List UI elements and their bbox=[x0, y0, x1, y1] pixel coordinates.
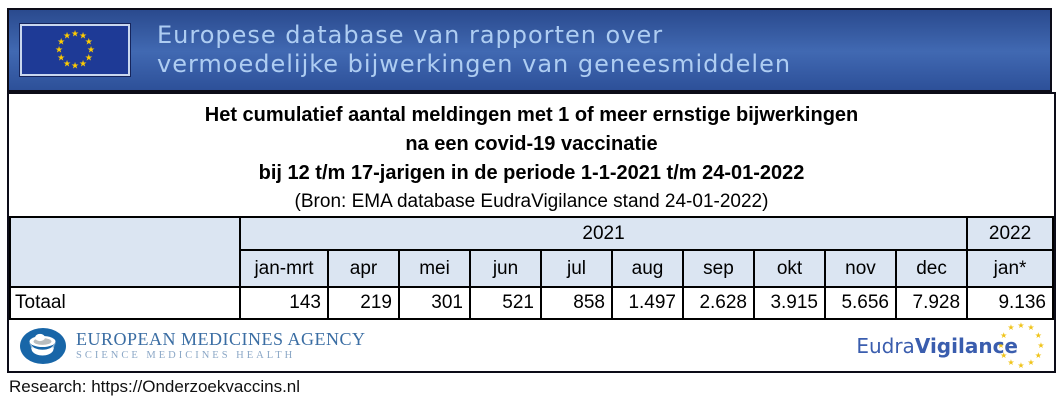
star-icon: ★ bbox=[1007, 323, 1015, 333]
data-table: 2021 2022 jan-mrt apr mei jun jul aug se… bbox=[9, 216, 1054, 320]
table-month-row: jan-mrt apr mei jun jul aug sep okt nov … bbox=[10, 249, 1054, 288]
star-icon: ★ bbox=[54, 44, 64, 55]
star-icon: ★ bbox=[78, 30, 88, 41]
value-jan-2022: 9.136 bbox=[966, 286, 1054, 320]
ema-tagline-text: SCIENCE MEDICINES HEALTH bbox=[76, 349, 296, 361]
star-icon: ★ bbox=[62, 58, 72, 69]
star-icon: ★ bbox=[84, 36, 93, 47]
value-dec: 7.928 bbox=[894, 286, 969, 320]
col-header-jul: jul bbox=[540, 249, 613, 288]
table-corner-cell bbox=[9, 216, 241, 288]
report-title-line3: bij 12 t/m 17-jarigen in de periode 1-1-… bbox=[258, 162, 805, 184]
banner-title-line2: vermoedelijke bijwerkingen van geneesmid… bbox=[157, 50, 792, 78]
star-icon: ★ bbox=[78, 58, 88, 69]
star-icon: ★ bbox=[1027, 323, 1035, 333]
report-source-line: (Bron: EMA database EudraVigilance stand… bbox=[294, 191, 769, 212]
banner: ★ ★ ★ ★ ★ ★ ★ ★ ★ ★ ★ ★ Europese database van rappo… bbox=[7, 8, 1052, 92]
banner-title: Europese database van rapporten over ver… bbox=[157, 21, 791, 79]
ema-logo: EUROPEAN MEDICINES AGENCY SCIENCE MEDICI… bbox=[19, 327, 366, 365]
eu-flag-stars: ★ ★ ★ ★ ★ ★ ★ ★ ★ ★ ★ ★ bbox=[22, 26, 128, 74]
star-icon: ★ bbox=[70, 60, 80, 71]
row-label-totaal: Totaal bbox=[9, 286, 241, 320]
star-icon: ★ bbox=[1037, 340, 1045, 350]
report-panel: Het cumulatief aantal meldingen met 1 of… bbox=[7, 92, 1056, 373]
col-header-jun: jun bbox=[469, 249, 542, 288]
value-jun: 521 bbox=[469, 286, 542, 320]
report-title-line1: Het cumulatief aantal meldingen met 1 of… bbox=[204, 104, 859, 126]
star-icon: ★ bbox=[84, 52, 93, 63]
star-icon: ★ bbox=[1017, 320, 1025, 330]
star-icon: ★ bbox=[86, 44, 96, 55]
col-header-nov: nov bbox=[824, 249, 897, 288]
report-title-block: Het cumulatief aantal meldingen met 1 of… bbox=[9, 94, 1054, 216]
value-jul: 858 bbox=[540, 286, 613, 320]
col-header-jan-2022: jan* bbox=[966, 249, 1054, 288]
value-mei: 301 bbox=[398, 286, 471, 320]
star-icon: ★ bbox=[1027, 357, 1035, 367]
banner-title-line1: Europese database van rapporten over bbox=[157, 21, 664, 49]
report-title-line2: na een covid-19 vaccinatie bbox=[405, 133, 658, 155]
col-header-dec: dec bbox=[894, 249, 969, 288]
star-icon: ★ bbox=[1034, 330, 1042, 340]
ema-wordmark: EUROPEAN MEDICINES AGENCY SCIENCE MEDICI… bbox=[76, 328, 366, 362]
value-jan-mrt: 143 bbox=[239, 286, 329, 320]
col-header-sep: sep bbox=[682, 249, 755, 288]
value-okt: 3.915 bbox=[753, 286, 826, 320]
eudra-text: Eudra bbox=[856, 333, 915, 358]
year-header-2021: 2021 bbox=[238, 216, 969, 251]
logo-footer: EUROPEAN MEDICINES AGENCY SCIENCE MEDICI… bbox=[9, 320, 1054, 371]
star-icon: ★ bbox=[70, 28, 80, 39]
value-apr: 219 bbox=[327, 286, 400, 320]
table-row-totaal: Totaal 143 219 301 521 858 1.497 2.628 3… bbox=[9, 286, 1054, 320]
eu-flag-icon: ★ ★ ★ ★ ★ ★ ★ ★ ★ ★ ★ ★ bbox=[19, 23, 131, 77]
col-header-okt: okt bbox=[753, 249, 826, 288]
col-header-jan-mrt: jan-mrt bbox=[239, 249, 329, 288]
eudravigilance-logo: ★ ★ ★ ★ ★ ★ ★ ★ ★ ★ ★ ★ EudraVigilance bbox=[856, 321, 1044, 369]
star-icon: ★ bbox=[1034, 350, 1042, 360]
value-sep: 2.628 bbox=[682, 286, 755, 320]
star-icon: ★ bbox=[62, 30, 72, 41]
col-header-apr: apr bbox=[327, 249, 400, 288]
star-icon: ★ bbox=[1007, 357, 1015, 367]
col-header-aug: aug bbox=[611, 249, 684, 288]
year-header-2022: 2022 bbox=[966, 216, 1054, 251]
value-nov: 5.656 bbox=[824, 286, 897, 320]
research-credit: Research: https://Onderzoekvaccins.nl bbox=[9, 377, 301, 396]
eudravigilance-wordmark: EudraVigilance bbox=[856, 334, 1018, 358]
col-header-mei: mei bbox=[398, 249, 471, 288]
ema-name-text: EUROPEAN MEDICINES AGENCY bbox=[76, 328, 366, 349]
star-icon: ★ bbox=[57, 52, 66, 63]
table-year-row: 2021 2022 bbox=[9, 216, 1054, 288]
star-icon: ★ bbox=[1017, 360, 1025, 370]
value-aug: 1.497 bbox=[611, 286, 684, 320]
ema-mortar-icon bbox=[20, 327, 66, 364]
vigilance-text: Vigilance bbox=[914, 333, 1018, 358]
star-icon: ★ bbox=[57, 36, 66, 47]
